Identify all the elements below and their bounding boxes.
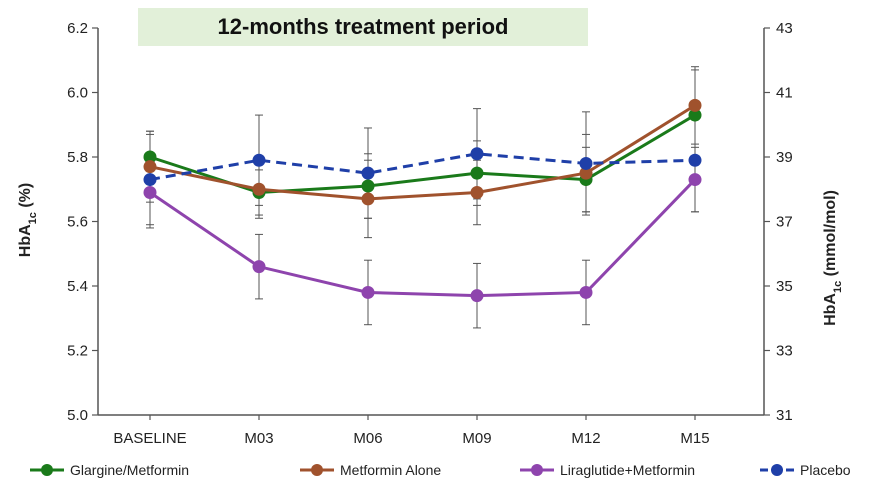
data-point-liraglutide-metformin	[688, 173, 702, 187]
legend-label: Glargine/Metformin	[70, 462, 189, 478]
data-point-placebo	[470, 147, 484, 161]
data-point-metformin-alone	[361, 192, 375, 206]
right-tick-label: 35	[776, 278, 793, 295]
x-tick-label: M09	[462, 430, 491, 447]
data-point-metformin-alone	[579, 166, 593, 180]
error-bars-group	[146, 66, 699, 239]
series-line-placebo	[149, 152, 696, 182]
left-tick-label: 5.6	[67, 214, 88, 231]
data-point-metformin-alone	[470, 185, 484, 199]
right-tick-label: 39	[776, 149, 793, 166]
data-point-liraglutide-metformin	[470, 289, 484, 303]
data-point-metformin-alone	[688, 98, 702, 112]
legend-item-placebo: Placebo	[760, 462, 851, 478]
right-tick-label: 33	[776, 343, 793, 360]
left-tick-label: 5.0	[67, 407, 88, 424]
right-tick-label: 43	[776, 20, 793, 37]
data-point-placebo	[688, 153, 702, 167]
data-point-glargine-metformin	[470, 166, 484, 180]
x-tick-label: M12	[571, 430, 600, 447]
data-point-placebo	[252, 153, 266, 167]
data-point-liraglutide-metformin	[579, 285, 593, 299]
x-tick-label: BASELINE	[113, 430, 186, 447]
legend-label: Liraglutide+Metformin	[560, 462, 695, 478]
left-tick-label: 5.8	[67, 149, 88, 166]
data-point-liraglutide-metformin	[361, 285, 375, 299]
legend-label: Metformin Alone	[340, 462, 441, 478]
data-point-placebo	[361, 166, 375, 180]
legend-item-metformin-alone: Metformin Alone	[300, 462, 441, 478]
right-tick-label: 31	[776, 407, 793, 424]
series-line-glargine-metformin	[149, 113, 696, 194]
data-point-glargine-metformin	[361, 179, 375, 193]
left-tick-label: 5.4	[67, 278, 88, 295]
data-point-placebo	[579, 156, 593, 170]
error-bars-group	[146, 146, 699, 329]
left-tick-label: 6.0	[67, 85, 88, 102]
data-point-metformin-alone	[252, 182, 266, 196]
x-tick-label: M15	[680, 430, 709, 447]
series-line-metformin-alone	[149, 104, 696, 201]
x-tick-label: M06	[353, 430, 382, 447]
right-tick-label: 37	[776, 214, 793, 231]
chart-title: 12-months treatment period	[138, 8, 588, 46]
data-point-liraglutide-metformin	[252, 260, 266, 274]
x-tick-label: M03	[244, 430, 273, 447]
right-axis-label: HbA1c (mmol/mol)	[822, 190, 844, 326]
data-point-glargine-metformin	[688, 108, 702, 122]
data-point-placebo	[143, 173, 157, 187]
data-point-liraglutide-metformin	[143, 185, 157, 199]
right-tick-label: 41	[776, 85, 793, 102]
left-tick-label: 5.2	[67, 343, 88, 360]
left-tick-label: 6.2	[67, 20, 88, 37]
legend-item-glargine-metformin: Glargine/Metformin	[30, 462, 189, 478]
legend-marker	[771, 464, 783, 476]
legend-marker	[531, 464, 543, 476]
legend-item-liraglutide-metformin: Liraglutide+Metformin	[520, 462, 695, 478]
left-axis-label: HbA1c (%)	[17, 183, 39, 257]
data-point-glargine-metformin	[143, 150, 157, 164]
legend-marker	[311, 464, 323, 476]
legend-marker	[41, 464, 53, 476]
error-bars-group	[146, 108, 699, 229]
series-line-liraglutide-metformin	[149, 178, 697, 298]
legend-label: Placebo	[800, 462, 851, 478]
data-point-metformin-alone	[143, 160, 157, 174]
